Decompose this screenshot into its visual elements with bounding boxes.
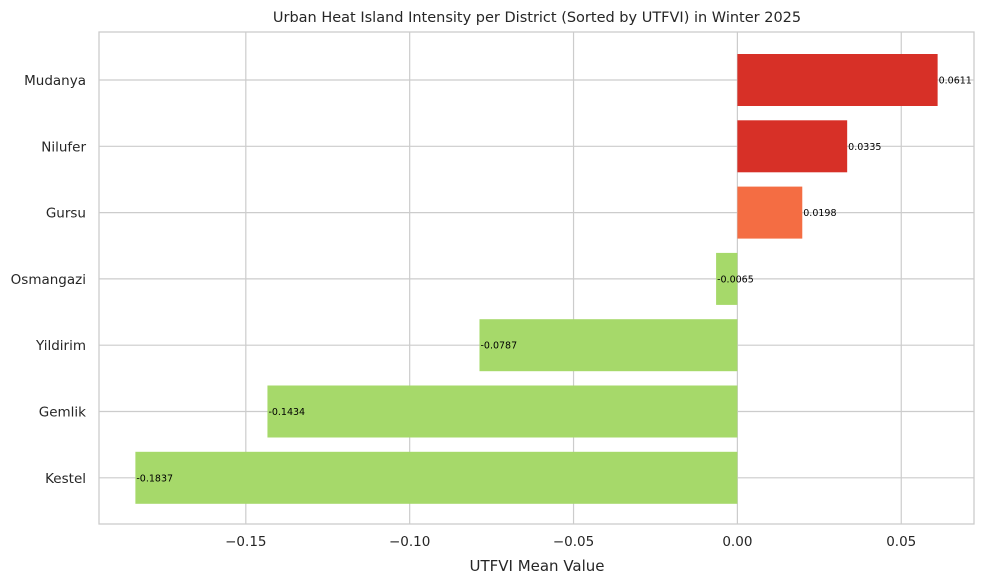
bar-value-label: 0.0611: [939, 76, 972, 87]
bar: [267, 385, 738, 438]
bar-value-label: 0.0335: [848, 142, 881, 153]
bar-value-label: -0.0065: [717, 274, 754, 285]
y-tick-label: Kestel: [45, 471, 86, 487]
bar: [737, 186, 803, 239]
bar-value-label: -0.1434: [268, 407, 305, 418]
x-tick-label: −0.15: [225, 534, 266, 550]
x-tick-label: −0.05: [553, 534, 594, 550]
bar-value-label: 0.0198: [803, 208, 836, 219]
y-tick-label: Gemlik: [39, 405, 86, 421]
y-tick-label: Osmangazi: [11, 272, 86, 288]
bar: [737, 120, 848, 173]
bar-layer: [135, 54, 938, 504]
plot-area: [98, 31, 975, 525]
x-tick-label: 0.05: [886, 534, 916, 550]
x-tick-label-layer: −0.15 −0.10 −0.05 0.00 0.05: [225, 534, 916, 550]
y-tick-label: Mudanya: [24, 73, 86, 89]
bar: [479, 319, 738, 372]
x-axis-label: UTFVI Mean Value: [469, 557, 604, 575]
value-label-layer: 0.0611 0.0335 0.0198 -0.0065 -0.0787 -0.1434 -…: [136, 76, 971, 485]
bar-value-label: -0.1837: [136, 473, 173, 484]
bar: [716, 252, 738, 305]
x-tick-label: −0.10: [389, 534, 430, 550]
chart-title: Urban Heat Island Intensity per District…: [273, 10, 801, 26]
y-tick-label-layer: Mudanya Nilufer Gursu Osmangazi Yildirim Geml…: [11, 73, 87, 487]
bar: [135, 451, 738, 504]
y-tick-label: Gursu: [46, 206, 86, 222]
bar: [737, 54, 938, 106]
x-tick-label: 0.00: [722, 534, 752, 550]
y-tick-label: Yildirim: [35, 338, 86, 354]
y-tick-label: Nilufer: [41, 139, 86, 155]
bar-value-label: -0.0787: [480, 341, 517, 352]
